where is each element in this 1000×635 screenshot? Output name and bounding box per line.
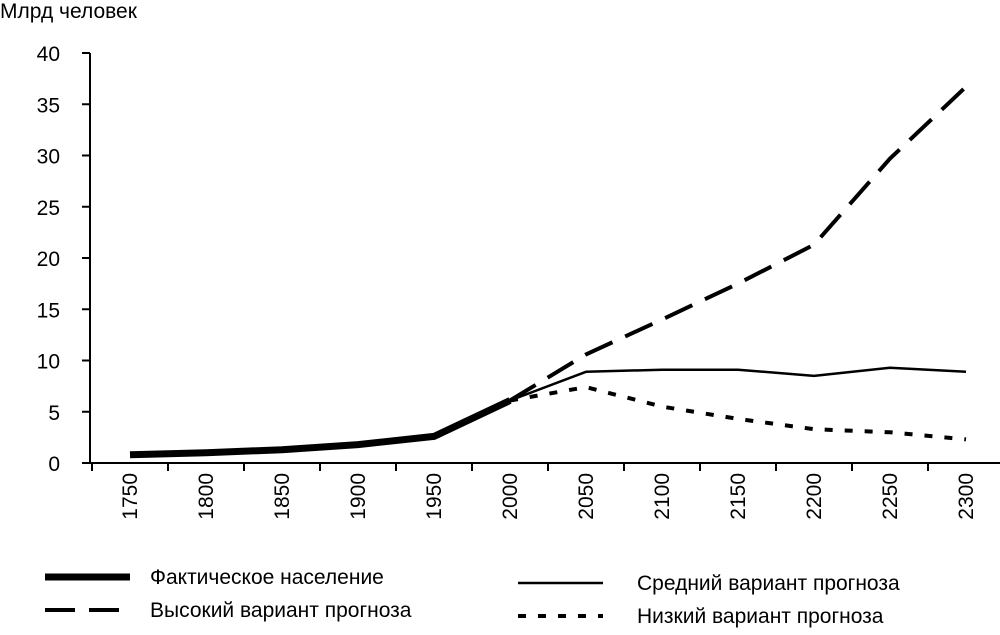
x-tick-label: 1750 <box>119 473 142 520</box>
x-tick-label: 1900 <box>347 473 370 520</box>
axes <box>89 53 1000 464</box>
y-axis-label: Млрд человек <box>0 0 138 23</box>
x-tick-label: 1800 <box>195 473 218 520</box>
x-tick-label: 2100 <box>651 473 674 520</box>
y-tick-label: 40 <box>37 43 60 66</box>
y-tick-label: 20 <box>37 248 60 271</box>
x-tick-label: 2000 <box>499 473 522 520</box>
x-tick-label: 2250 <box>879 473 902 520</box>
series-line-3 <box>509 385 967 442</box>
y-tick-label: 15 <box>37 299 60 322</box>
series-line-0 <box>129 397 512 459</box>
x-tick-label: 2300 <box>955 473 978 520</box>
x-tick-label: 2150 <box>727 473 750 520</box>
legend-label-2: Высокий вариант прогноза <box>150 599 412 622</box>
legend: Фактическое население Средний вариант про… <box>45 566 900 628</box>
y-tick-label: 30 <box>37 146 60 169</box>
x-tick-label: 2200 <box>803 473 826 520</box>
y-tick-label: 35 <box>37 94 60 117</box>
x-tick-labels: 1750 1800 1850 1900 1950 2000 2050 2100 2150 2200… <box>91 463 978 520</box>
x-tick-label: 1950 <box>423 473 446 520</box>
y-tick-label: 25 <box>37 197 60 220</box>
y-tick-label: 10 <box>37 351 60 374</box>
y-tick-label: 5 <box>48 402 60 425</box>
x-tick-label: 2050 <box>575 473 598 520</box>
x-tick-label: 1850 <box>271 473 294 520</box>
y-tick-labels: 0 5 10 15 20 25 30 35 40 <box>37 43 90 476</box>
legend-label-1: Средний вариант прогноза <box>637 572 900 595</box>
series-line-2 <box>508 85 968 403</box>
y-tick-label: 0 <box>48 453 60 476</box>
series-lines <box>129 85 968 459</box>
legend-label-3: Низкий вариант прогноза <box>637 605 884 628</box>
series-line-1 <box>509 366 967 402</box>
legend-label-0: Фактическое население <box>150 566 384 589</box>
